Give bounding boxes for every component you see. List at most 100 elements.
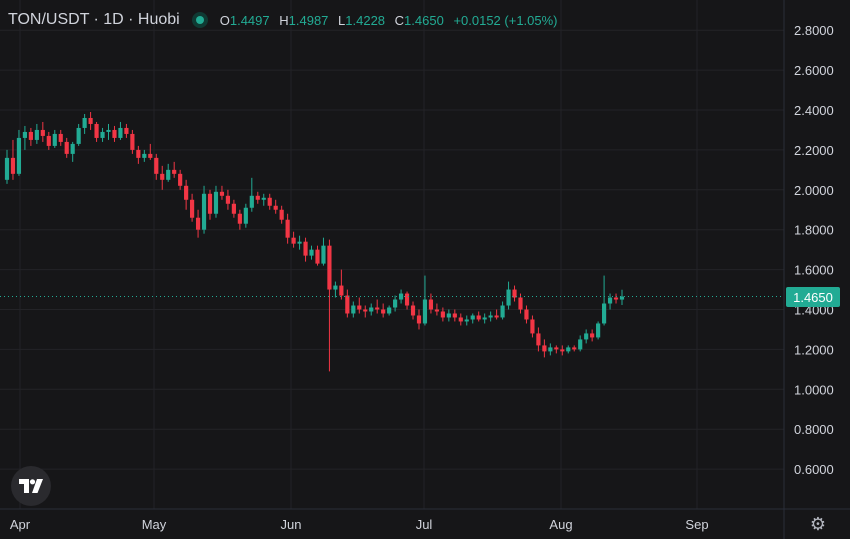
horizontal-gridlines [0, 29, 784, 470]
candle-body [261, 197, 266, 200]
x-tick-label: May [142, 517, 167, 532]
candle-body [464, 319, 469, 322]
candle-body [500, 305, 505, 318]
candle-body [243, 207, 248, 224]
candle-body [596, 323, 601, 338]
close-label: C [394, 12, 405, 28]
candle-body [363, 309, 368, 312]
candle-body [285, 219, 290, 238]
candle-body [28, 131, 33, 140]
candle-body [303, 241, 308, 256]
candle-body [178, 173, 183, 186]
candle-body [470, 315, 475, 320]
candle-body [351, 305, 356, 314]
gear-icon[interactable]: ⚙ [809, 514, 827, 534]
x-tick-label: Sep [685, 517, 708, 532]
high-label: H [279, 12, 289, 28]
symbol-name[interactable]: TON/USDT [8, 11, 90, 28]
candle-body [136, 149, 141, 158]
candle-body [213, 191, 219, 214]
x-tick-label: Jun [281, 517, 302, 532]
candle-body [327, 245, 332, 290]
close-value: 1.4650 [404, 12, 444, 28]
y-tick-label: 1.2000 [794, 342, 834, 357]
candle-body [381, 309, 386, 314]
low-label: L [338, 12, 346, 28]
candle-body [297, 241, 302, 244]
candle-body [554, 347, 559, 350]
last-price-tag: 1.4650 [786, 287, 840, 307]
candle-body [387, 307, 392, 314]
candle-body [584, 333, 589, 340]
symbol-meta: · 1D · Huobi [93, 11, 180, 28]
candle-body [339, 285, 344, 296]
candle-body [52, 133, 57, 146]
candle-body [195, 217, 201, 230]
candle-body [434, 309, 439, 312]
candle-body [70, 143, 75, 154]
time-axis: Apr May Jun Jul Aug Sep [10, 517, 709, 532]
candles [4, 111, 625, 372]
candle-body [506, 289, 511, 306]
x-tick-label: Aug [549, 517, 572, 532]
candle-body [130, 133, 135, 150]
candle-body [112, 129, 117, 138]
candle-body [267, 197, 272, 206]
candle-body [476, 315, 481, 320]
candle-body [619, 296, 625, 300]
candle-body [572, 347, 577, 350]
candle-body [291, 237, 296, 244]
candle-body [369, 307, 374, 312]
candle-body [398, 293, 404, 300]
candle-body [225, 195, 231, 204]
y-tick-label: 2.6000 [794, 63, 834, 78]
candle-body [590, 333, 595, 338]
candle-body [542, 345, 547, 352]
candle-body [446, 313, 451, 318]
open-label: O [219, 12, 230, 28]
price-axis: 2.8000 2.6000 2.4000 2.2000 2.0000 1.8000 1.60… [794, 23, 834, 477]
candle-body [148, 153, 153, 158]
candle-body [94, 123, 99, 138]
candle-body [578, 339, 583, 350]
x-tick-label: Jul [416, 517, 433, 532]
candle-body [279, 209, 284, 220]
candle-body [22, 131, 28, 138]
candle-body [237, 213, 242, 224]
y-tick-label: 1.0000 [794, 382, 834, 397]
candle-body [345, 295, 350, 314]
candle-body [458, 317, 463, 322]
candle-body [309, 249, 314, 256]
candle-body [207, 193, 213, 214]
candle-body [160, 173, 165, 180]
tradingview-logo-icon[interactable] [11, 466, 51, 506]
candle-body [64, 141, 69, 154]
candle-body [100, 131, 105, 138]
candle-body [494, 315, 499, 318]
candle-body [315, 249, 320, 264]
candle-body [46, 135, 51, 146]
candle-body [219, 191, 225, 196]
candle-body [518, 297, 523, 310]
candle-body [548, 347, 553, 352]
candle-body [16, 137, 22, 174]
candle-body [76, 127, 81, 144]
candle-body [273, 205, 278, 210]
candle-body [255, 195, 260, 200]
candle-body [560, 349, 565, 352]
candle-body [530, 319, 535, 334]
candle-body [393, 299, 398, 308]
y-tick-label: 0.6000 [794, 462, 834, 477]
candle-body [613, 297, 619, 300]
candle-body [142, 153, 147, 158]
y-tick-label: 2.2000 [794, 143, 834, 158]
candle-body [154, 157, 159, 174]
candle-body [172, 169, 177, 174]
candle-body [333, 285, 338, 290]
candle-body [601, 303, 607, 324]
candle-body [88, 117, 93, 124]
high-value: 1.4987 [288, 12, 329, 28]
y-tick-label: 0.8000 [794, 422, 834, 437]
